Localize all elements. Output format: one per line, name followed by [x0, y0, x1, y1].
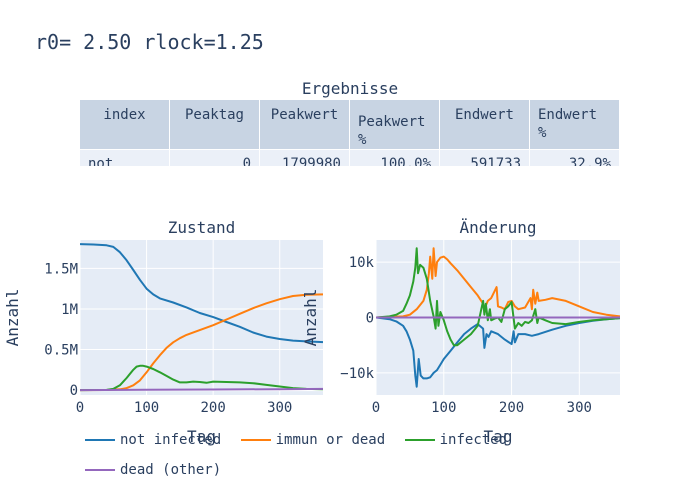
x-tick-label: 100 [134, 400, 159, 416]
legend-swatch [404, 439, 435, 441]
legend-label: dead (other) [120, 462, 222, 478]
cell-endwert-pct: 32.9% [530, 150, 620, 166]
x-tick-label: 200 [201, 400, 226, 416]
table-title: Ergebnisse [301, 79, 399, 98]
legend-label: not infected [120, 432, 222, 448]
chart-panel-1: 0 100 200 300 −10k 0 10k Änderung Tag Anzahl [301, 218, 620, 446]
legend-item-infected[interactable]: infected [404, 425, 508, 455]
header-endwert-pct: Endwert % [530, 100, 620, 150]
header-peakwert: Peakwert [260, 100, 350, 150]
x-tick-label: 0 [76, 400, 84, 416]
table-header-row: index Peaktag Peakwert Peakwert % Endwer… [80, 100, 620, 150]
legend: not infected immun or dead infected dead… [85, 425, 645, 485]
plot-background [80, 240, 323, 395]
cell-endwert: 591733 [440, 150, 530, 166]
series-line-not-infected [376, 316, 620, 388]
table-row: not 0 1799980 100.0% 591733 32.9% [80, 150, 620, 166]
subplot-title: Zustand [168, 218, 235, 237]
y-tick-label: 0 [366, 311, 374, 327]
results-table: index Peaktag Peakwert Peakwert % Endwer… [80, 100, 620, 166]
cell-peakwert: 1799980 [260, 150, 350, 166]
legend-swatch [240, 439, 271, 441]
legend-item-immun-or-dead[interactable]: immun or dead [240, 425, 386, 455]
y-axis-label: Anzahl [301, 289, 320, 347]
y-tick-label: 0 [70, 383, 78, 399]
header-index: index [80, 100, 170, 150]
series-line-not-infected [80, 243, 323, 344]
subplot-title: Änderung [459, 218, 536, 237]
legend-swatch [85, 469, 115, 471]
header-endwert: Endwert [440, 100, 530, 150]
header-peaktag: Peaktag [170, 100, 260, 150]
series-group [80, 243, 323, 392]
x-axis-label: Tag [187, 427, 216, 446]
legend-item-not-infected[interactable]: not infected [85, 425, 221, 455]
series-group [376, 247, 620, 388]
series-line-infected [80, 364, 323, 392]
y-tick-label: 1.5M [44, 261, 78, 277]
legend-label: immun or dead [275, 432, 386, 448]
series-line-infected [376, 247, 620, 347]
cell-index: not [80, 150, 170, 166]
x-tick-label: 0 [372, 400, 380, 416]
cell-peaktag: 0 [170, 150, 260, 166]
legend-swatch [85, 439, 115, 441]
series-line-immun-or-dead [376, 247, 620, 319]
series-line-immun-or-dead [80, 293, 323, 392]
legend-item-dead-other[interactable]: dead (other) [85, 455, 221, 485]
cell-peakwert-pct: 100.0% [350, 150, 440, 166]
x-tick-label: 300 [567, 400, 592, 416]
y-tick-label: −10k [340, 366, 374, 382]
page-title: r0= 2.50 rlock=1.25 [35, 30, 264, 54]
x-axis-label: Tag [484, 427, 513, 446]
series-line-dead-other- [80, 387, 323, 392]
y-tick-label: 1M [61, 302, 78, 318]
y-tick-label: 0.5M [44, 343, 78, 359]
y-axis-label: Anzahl [3, 289, 22, 347]
header-peakwert-pct: Peakwert % [350, 100, 440, 150]
chart-panel-0: 0 100 200 300 0 0.5M 1M 1.5M Zustand Tag Anzahl [3, 218, 323, 446]
x-tick-label: 100 [431, 400, 456, 416]
y-tick-label: 10k [349, 255, 375, 271]
x-tick-label: 300 [267, 400, 292, 416]
legend-label: infected [439, 432, 508, 448]
x-tick-label: 200 [499, 400, 524, 416]
